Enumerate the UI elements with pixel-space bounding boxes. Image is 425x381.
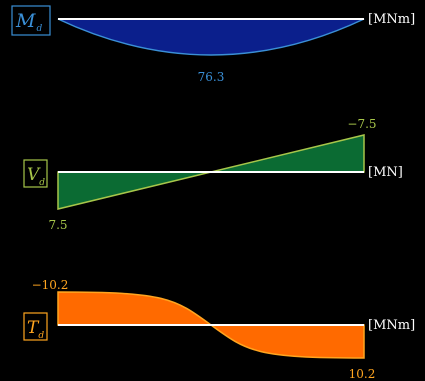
moment-diagram: Md [MNm] 76.3 xyxy=(11,5,415,84)
shear-label-box xyxy=(23,159,48,188)
moment-curve-area xyxy=(57,18,365,56)
moment-symbol-letter: M xyxy=(15,10,36,32)
moment-max-label: 76.3 xyxy=(198,70,225,84)
shear-symbol-letter: V xyxy=(27,165,41,185)
moment-unit: [MNm] xyxy=(368,12,415,27)
shear-unit: [MN] xyxy=(368,165,403,180)
torsion-label-box xyxy=(23,312,48,341)
moment-symbol: Md xyxy=(15,10,42,34)
moment-symbol-subscript: d xyxy=(36,24,42,34)
torsion-symbol: Td xyxy=(27,318,44,341)
torsion-unit: [MNm] xyxy=(368,318,415,333)
torsion-diagram: Td [MNm] −10.2 10.2 xyxy=(23,278,415,381)
torsion-right-label: 10.2 xyxy=(349,367,376,381)
shear-diagram: Vd [MN] 7.5 −7.5 xyxy=(23,117,403,232)
moment-label-box xyxy=(11,5,51,36)
shear-right-label: −7.5 xyxy=(347,117,376,131)
torsion-left-label: −10.2 xyxy=(32,278,69,292)
torsion-symbol-subscript: d xyxy=(38,331,44,341)
torsion-symbol-letter: T xyxy=(27,318,40,338)
shear-symbol-subscript: d xyxy=(39,178,45,188)
shear-symbol: Vd xyxy=(27,165,45,188)
shear-left-label: 7.5 xyxy=(48,218,67,232)
